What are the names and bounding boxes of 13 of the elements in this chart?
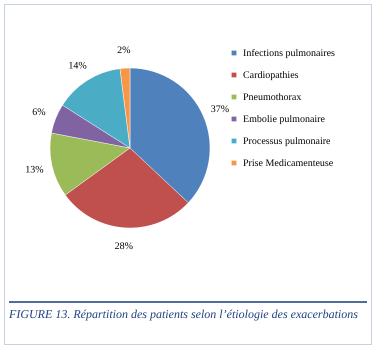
legend-label: Embolie pulmonaire [243,114,326,125]
legend-label: Pneumothorax [243,92,302,103]
legend-label: Processus pulmonaire [243,136,332,147]
legend-label: Infections pulmonaires [243,48,336,59]
legend-label: Prise Medicamenteuse [243,158,334,169]
data-label: 37% [210,104,230,116]
caption: FIGURE 13. Répartition des patients selon l’étiologie des exacerbations [9,307,359,322]
data-label: 28% [114,240,134,252]
data-label: 6% [32,106,46,118]
data-label: 14% [68,60,87,72]
data-label: 2% [117,45,131,56]
data-label: 13% [25,164,44,176]
legend-label: Cardiopathies [243,70,299,81]
